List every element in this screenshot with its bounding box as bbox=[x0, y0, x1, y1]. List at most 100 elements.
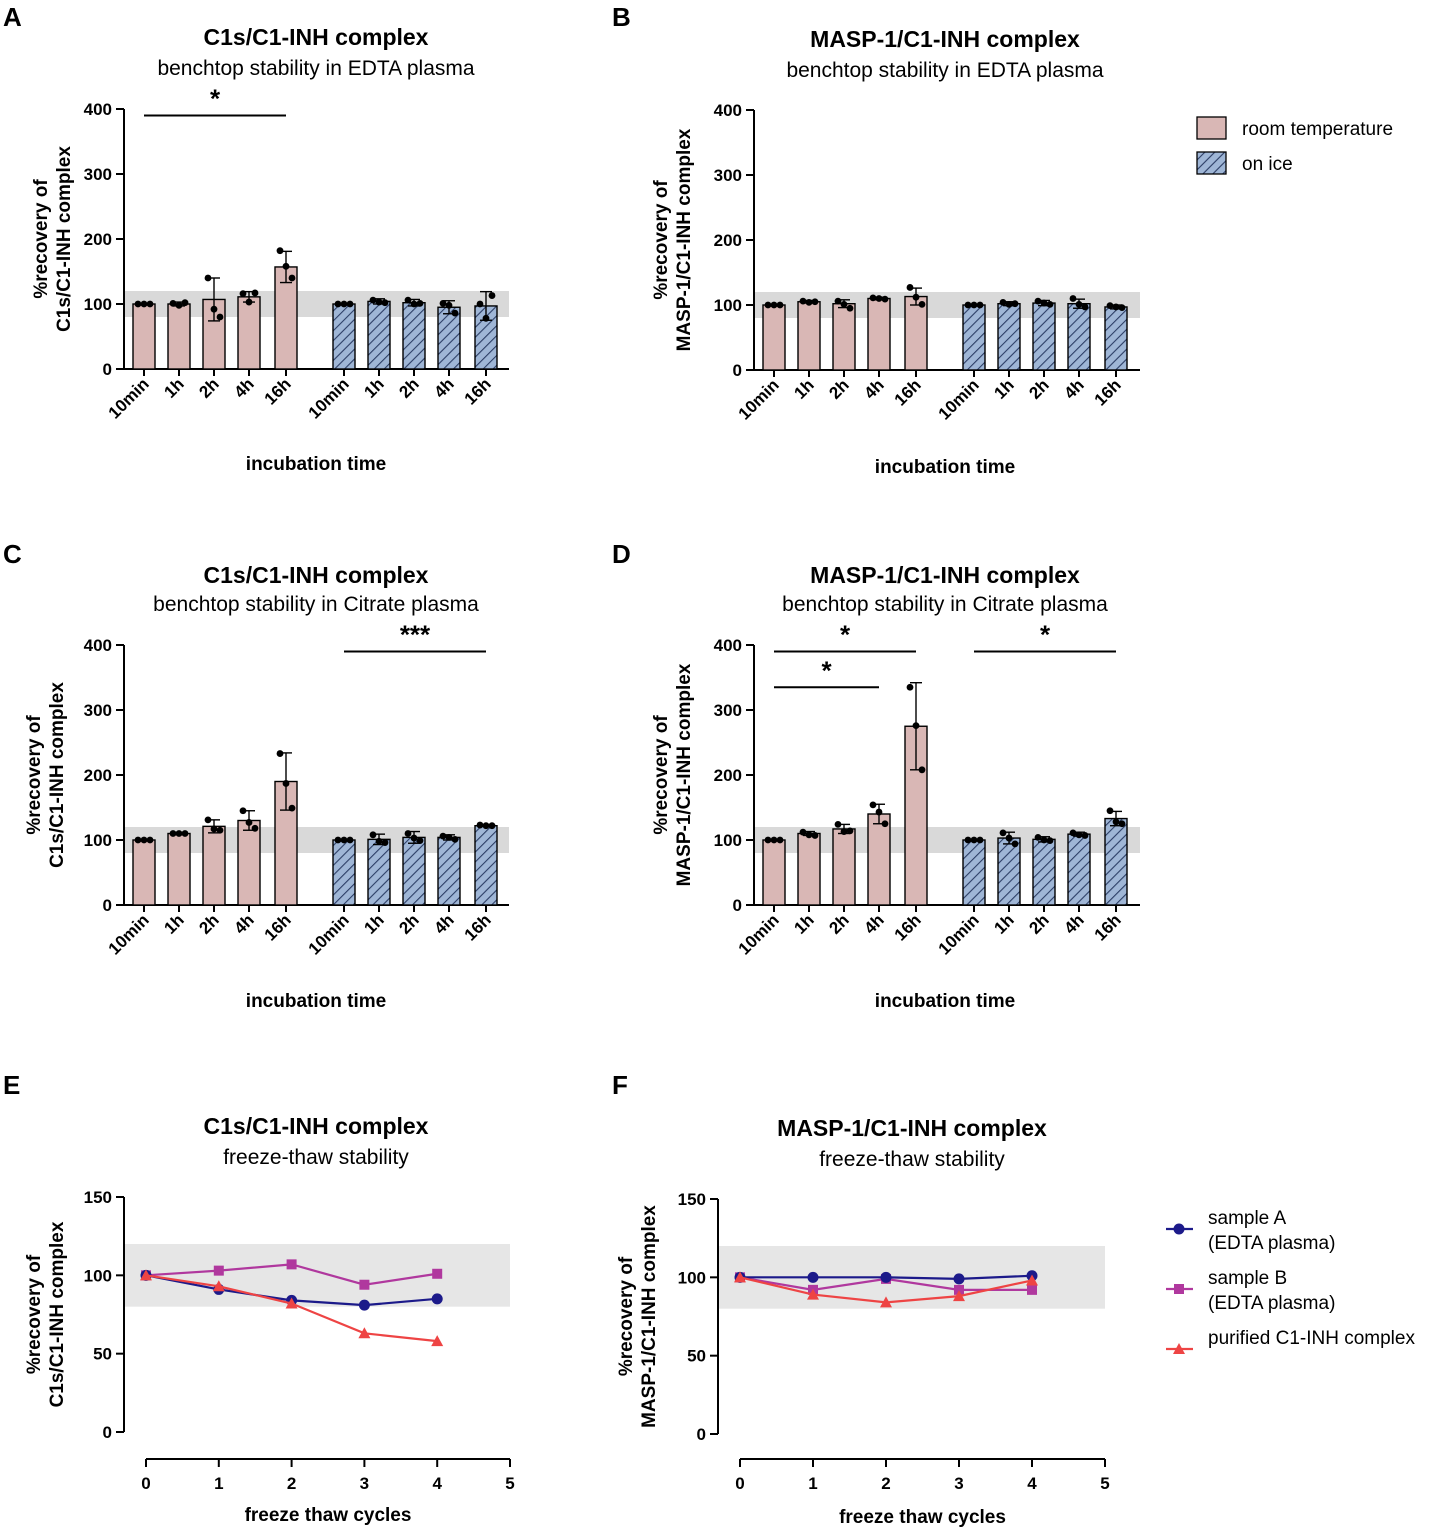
data-point bbox=[204, 816, 212, 824]
bar bbox=[167, 303, 191, 370]
marker-circle bbox=[807, 1271, 819, 1283]
data-point bbox=[482, 314, 490, 322]
x-tick-label: 0 bbox=[735, 1474, 744, 1493]
data-point bbox=[369, 296, 377, 304]
data-point bbox=[1046, 300, 1054, 308]
bar bbox=[1067, 303, 1091, 371]
y-axis-label: %recovery of bbox=[31, 179, 52, 299]
bar bbox=[402, 302, 426, 370]
x-tick-label: 5 bbox=[505, 1474, 514, 1493]
chart-title: MASP-1/C1-INH complex bbox=[810, 562, 1080, 588]
data-point bbox=[970, 836, 978, 844]
bar bbox=[1104, 306, 1128, 371]
marker-square bbox=[286, 1259, 297, 1270]
data-point bbox=[875, 295, 883, 302]
x-tick-label: 4h bbox=[430, 910, 457, 937]
marker-square bbox=[954, 1284, 964, 1295]
data-point bbox=[1040, 299, 1048, 307]
bar bbox=[437, 306, 461, 370]
y-tick-label: 300 bbox=[714, 701, 742, 720]
x-tick-label: 1 bbox=[214, 1474, 223, 1493]
x-tick-label: 5 bbox=[1100, 1474, 1109, 1493]
legend-label: (EDTA plasma) bbox=[1208, 1233, 1335, 1254]
data-point bbox=[181, 299, 189, 307]
y-axis-label: C1s/C1-INH complex bbox=[47, 682, 68, 868]
bar bbox=[132, 303, 156, 370]
data-point bbox=[488, 292, 496, 299]
data-point bbox=[288, 274, 296, 282]
data-point bbox=[140, 836, 148, 844]
panel-letter: A bbox=[3, 2, 22, 32]
data-point bbox=[346, 836, 354, 844]
x-tick-label: 2h bbox=[395, 910, 422, 937]
x-tick-label: 10min bbox=[935, 910, 983, 958]
series-on-ice bbox=[332, 821, 498, 906]
data-point bbox=[764, 301, 772, 309]
x-tick-label: 1 bbox=[808, 1474, 817, 1493]
data-point bbox=[799, 828, 807, 836]
chart-title: C1s/C1-INH complex bbox=[204, 1113, 429, 1139]
data-point bbox=[918, 300, 926, 308]
data-point bbox=[416, 299, 424, 307]
bar bbox=[867, 813, 891, 906]
x-tick-label: 1h bbox=[360, 374, 387, 401]
series-room-temperature bbox=[132, 247, 298, 370]
x-tick-label: 4 bbox=[432, 1474, 442, 1493]
data-point bbox=[375, 837, 383, 845]
chart-title: MASP-1/C1-INH complex bbox=[810, 26, 1080, 52]
x-tick-label: 4h bbox=[230, 910, 257, 937]
data-point bbox=[210, 825, 218, 833]
bar bbox=[962, 304, 986, 371]
x-tick-label: 16h bbox=[1091, 910, 1125, 944]
y-axis-label: %recovery of bbox=[651, 180, 672, 300]
data-point bbox=[811, 832, 819, 839]
y-tick-label: 100 bbox=[714, 296, 742, 315]
x-tick-label: 2h bbox=[1025, 375, 1052, 402]
significance-label: * bbox=[210, 84, 221, 114]
panel-b: B MASP-1/C1-INH complex benchtop stability… bbox=[612, 2, 1140, 478]
x-axis-label: incubation time bbox=[246, 991, 386, 1012]
y-tick-label: 0 bbox=[103, 360, 112, 379]
data-point bbox=[1069, 295, 1077, 302]
x-tick-label: 3 bbox=[954, 1474, 963, 1493]
data-point bbox=[381, 299, 389, 307]
bar bbox=[167, 832, 191, 906]
data-point bbox=[906, 683, 914, 691]
data-point bbox=[216, 826, 224, 834]
x-tick-label: 4h bbox=[1060, 910, 1087, 937]
y-tick-label: 200 bbox=[84, 230, 112, 249]
bar bbox=[332, 303, 356, 370]
y-tick-label: 400 bbox=[714, 101, 742, 120]
data-point bbox=[1081, 303, 1089, 311]
x-tick-label: 1h bbox=[990, 375, 1017, 402]
x-tick-label: 2 bbox=[287, 1474, 296, 1493]
legend-label: sample A bbox=[1208, 1208, 1286, 1229]
marker-triangle bbox=[880, 1296, 892, 1308]
y-tick-label: 200 bbox=[84, 766, 112, 785]
marker-triangle bbox=[285, 1297, 298, 1309]
significance-label: *** bbox=[400, 620, 431, 650]
series-room-temperature bbox=[762, 682, 928, 906]
bar bbox=[437, 836, 461, 906]
data-point bbox=[169, 299, 177, 307]
x-tick-label: 16h bbox=[261, 910, 295, 944]
data-point bbox=[964, 836, 972, 844]
y-tick-label: 50 bbox=[93, 1345, 112, 1364]
data-point bbox=[239, 807, 247, 815]
data-point bbox=[375, 298, 383, 306]
x-tick-label: 4 bbox=[1027, 1474, 1037, 1493]
x-tick-label: 10min bbox=[735, 910, 783, 958]
data-point bbox=[811, 298, 819, 306]
data-point bbox=[912, 722, 920, 729]
data-point bbox=[476, 821, 484, 829]
marker-triangle bbox=[1026, 1274, 1038, 1286]
data-point bbox=[146, 300, 154, 308]
bar bbox=[332, 839, 356, 906]
bar bbox=[962, 839, 986, 906]
marker-triangle bbox=[212, 1280, 225, 1292]
data-point bbox=[999, 299, 1007, 306]
data-point bbox=[875, 808, 883, 816]
y-axis-label: %recovery of bbox=[24, 1254, 45, 1374]
y-tick-label: 150 bbox=[84, 1188, 112, 1207]
